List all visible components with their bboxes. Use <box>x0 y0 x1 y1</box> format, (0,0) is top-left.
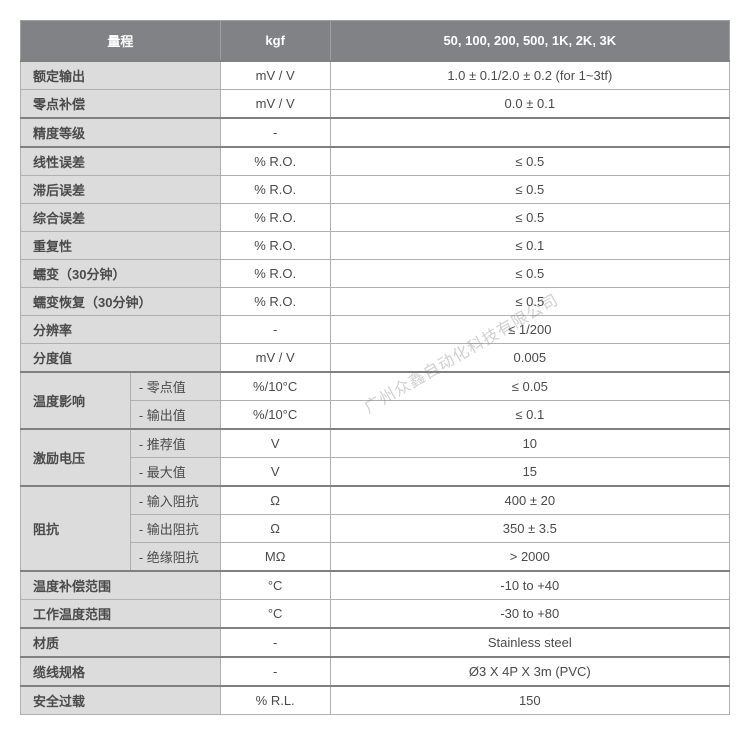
row-value: -30 to +80 <box>330 600 729 629</box>
table-row: 蠕变恢复（30分钟）% R.O.≤ 0.5 <box>21 288 730 316</box>
row-label: 分辨率 <box>21 316 221 344</box>
table-row: 分辨率-≤ 1/200 <box>21 316 730 344</box>
row-label: 滞后误差 <box>21 176 221 204</box>
row-unit: mV / V <box>220 344 330 373</box>
table-row: 重复性% R.O.≤ 0.1 <box>21 232 730 260</box>
row-sublabel: - 输入阻抗 <box>130 486 220 515</box>
row-unit: % R.O. <box>220 288 330 316</box>
header-label: 量程 <box>21 21 221 62</box>
row-unit: Ω <box>220 515 330 543</box>
table-row: 分度值mV / V0.005 <box>21 344 730 373</box>
row-value <box>330 118 729 147</box>
row-sublabel: - 输出值 <box>130 401 220 430</box>
row-sublabel: - 零点值 <box>130 372 220 401</box>
row-label: 额定输出 <box>21 61 221 90</box>
row-value: ≤ 0.1 <box>330 232 729 260</box>
row-value: 15 <box>330 458 729 487</box>
row-unit: % R.L. <box>220 686 330 715</box>
table-row: 额定输出mV / V1.0 ± 0.1/2.0 ± 0.2 (for 1~3tf… <box>21 61 730 90</box>
header-unit: kgf <box>220 21 330 62</box>
row-label: 零点补偿 <box>21 90 221 119</box>
row-unit: Ω <box>220 486 330 515</box>
row-unit: - <box>220 118 330 147</box>
table-row: 缆线规格-Ø3 X 4P X 3m (PVC) <box>21 657 730 686</box>
row-value: 1.0 ± 0.1/2.0 ± 0.2 (for 1~3tf) <box>330 61 729 90</box>
row-label: 工作温度范围 <box>21 600 221 629</box>
row-value: ≤ 0.05 <box>330 372 729 401</box>
row-label: 材质 <box>21 628 221 657</box>
row-label: 温度补偿范围 <box>21 571 221 600</box>
row-group-label: 温度影响 <box>21 372 131 429</box>
row-sublabel: - 最大值 <box>130 458 220 487</box>
row-unit: % R.O. <box>220 176 330 204</box>
header-row: 量程 kgf 50, 100, 200, 500, 1K, 2K, 3K <box>21 21 730 62</box>
table-row: 温度补偿范围°C-10 to +40 <box>21 571 730 600</box>
row-label: 综合误差 <box>21 204 221 232</box>
row-unit: - <box>220 628 330 657</box>
row-unit: % R.O. <box>220 204 330 232</box>
row-value: Stainless steel <box>330 628 729 657</box>
row-value: > 2000 <box>330 543 729 572</box>
row-label: 精度等级 <box>21 118 221 147</box>
table-row: 滞后误差% R.O.≤ 0.5 <box>21 176 730 204</box>
row-label: 重复性 <box>21 232 221 260</box>
row-group-label: 阻抗 <box>21 486 131 571</box>
spec-body: 额定输出mV / V1.0 ± 0.1/2.0 ± 0.2 (for 1~3tf… <box>21 61 730 715</box>
row-unit: % R.O. <box>220 147 330 176</box>
row-unit: V <box>220 458 330 487</box>
row-unit: %/10°C <box>220 401 330 430</box>
row-value: 350 ± 3.5 <box>330 515 729 543</box>
row-sublabel: - 推荐值 <box>130 429 220 458</box>
table-row: 线性误差% R.O.≤ 0.5 <box>21 147 730 176</box>
table-row: 阻抗- 输入阻抗Ω400 ± 20 <box>21 486 730 515</box>
row-value: -10 to +40 <box>330 571 729 600</box>
row-value: 10 <box>330 429 729 458</box>
row-unit: V <box>220 429 330 458</box>
row-label: 线性误差 <box>21 147 221 176</box>
row-sublabel: - 绝缘阻抗 <box>130 543 220 572</box>
table-row: 安全过载% R.L.150 <box>21 686 730 715</box>
row-label: 分度值 <box>21 344 221 373</box>
row-value: ≤ 0.5 <box>330 147 729 176</box>
row-unit: mV / V <box>220 90 330 119</box>
row-value: 0.0 ± 0.1 <box>330 90 729 119</box>
row-value: 400 ± 20 <box>330 486 729 515</box>
row-value: 0.005 <box>330 344 729 373</box>
header-value: 50, 100, 200, 500, 1K, 2K, 3K <box>330 21 729 62</box>
row-unit: °C <box>220 600 330 629</box>
row-unit: % R.O. <box>220 232 330 260</box>
row-value: Ø3 X 4P X 3m (PVC) <box>330 657 729 686</box>
row-value: ≤ 1/200 <box>330 316 729 344</box>
row-unit: MΩ <box>220 543 330 572</box>
row-label: 蠕变（30分钟） <box>21 260 221 288</box>
row-value: 150 <box>330 686 729 715</box>
table-row: 零点补偿mV / V0.0 ± 0.1 <box>21 90 730 119</box>
row-label: 蠕变恢复（30分钟） <box>21 288 221 316</box>
spec-table: 量程 kgf 50, 100, 200, 500, 1K, 2K, 3K 额定输… <box>20 20 730 715</box>
row-label: 安全过载 <box>21 686 221 715</box>
row-group-label: 激励电压 <box>21 429 131 486</box>
table-row: 材质-Stainless steel <box>21 628 730 657</box>
table-row: 激励电压- 推荐值V10 <box>21 429 730 458</box>
row-value: ≤ 0.1 <box>330 401 729 430</box>
row-unit: - <box>220 657 330 686</box>
row-unit: mV / V <box>220 61 330 90</box>
row-unit: % R.O. <box>220 260 330 288</box>
row-unit: °C <box>220 571 330 600</box>
row-value: ≤ 0.5 <box>330 176 729 204</box>
row-unit: - <box>220 316 330 344</box>
row-unit: %/10°C <box>220 372 330 401</box>
table-row: 综合误差% R.O.≤ 0.5 <box>21 204 730 232</box>
row-label: 缆线规格 <box>21 657 221 686</box>
table-row: 工作温度范围°C-30 to +80 <box>21 600 730 629</box>
row-value: ≤ 0.5 <box>330 260 729 288</box>
table-row: 精度等级- <box>21 118 730 147</box>
table-row: 温度影响- 零点值%/10°C≤ 0.05 <box>21 372 730 401</box>
row-sublabel: - 输出阻抗 <box>130 515 220 543</box>
row-value: ≤ 0.5 <box>330 288 729 316</box>
table-row: 蠕变（30分钟）% R.O.≤ 0.5 <box>21 260 730 288</box>
row-value: ≤ 0.5 <box>330 204 729 232</box>
